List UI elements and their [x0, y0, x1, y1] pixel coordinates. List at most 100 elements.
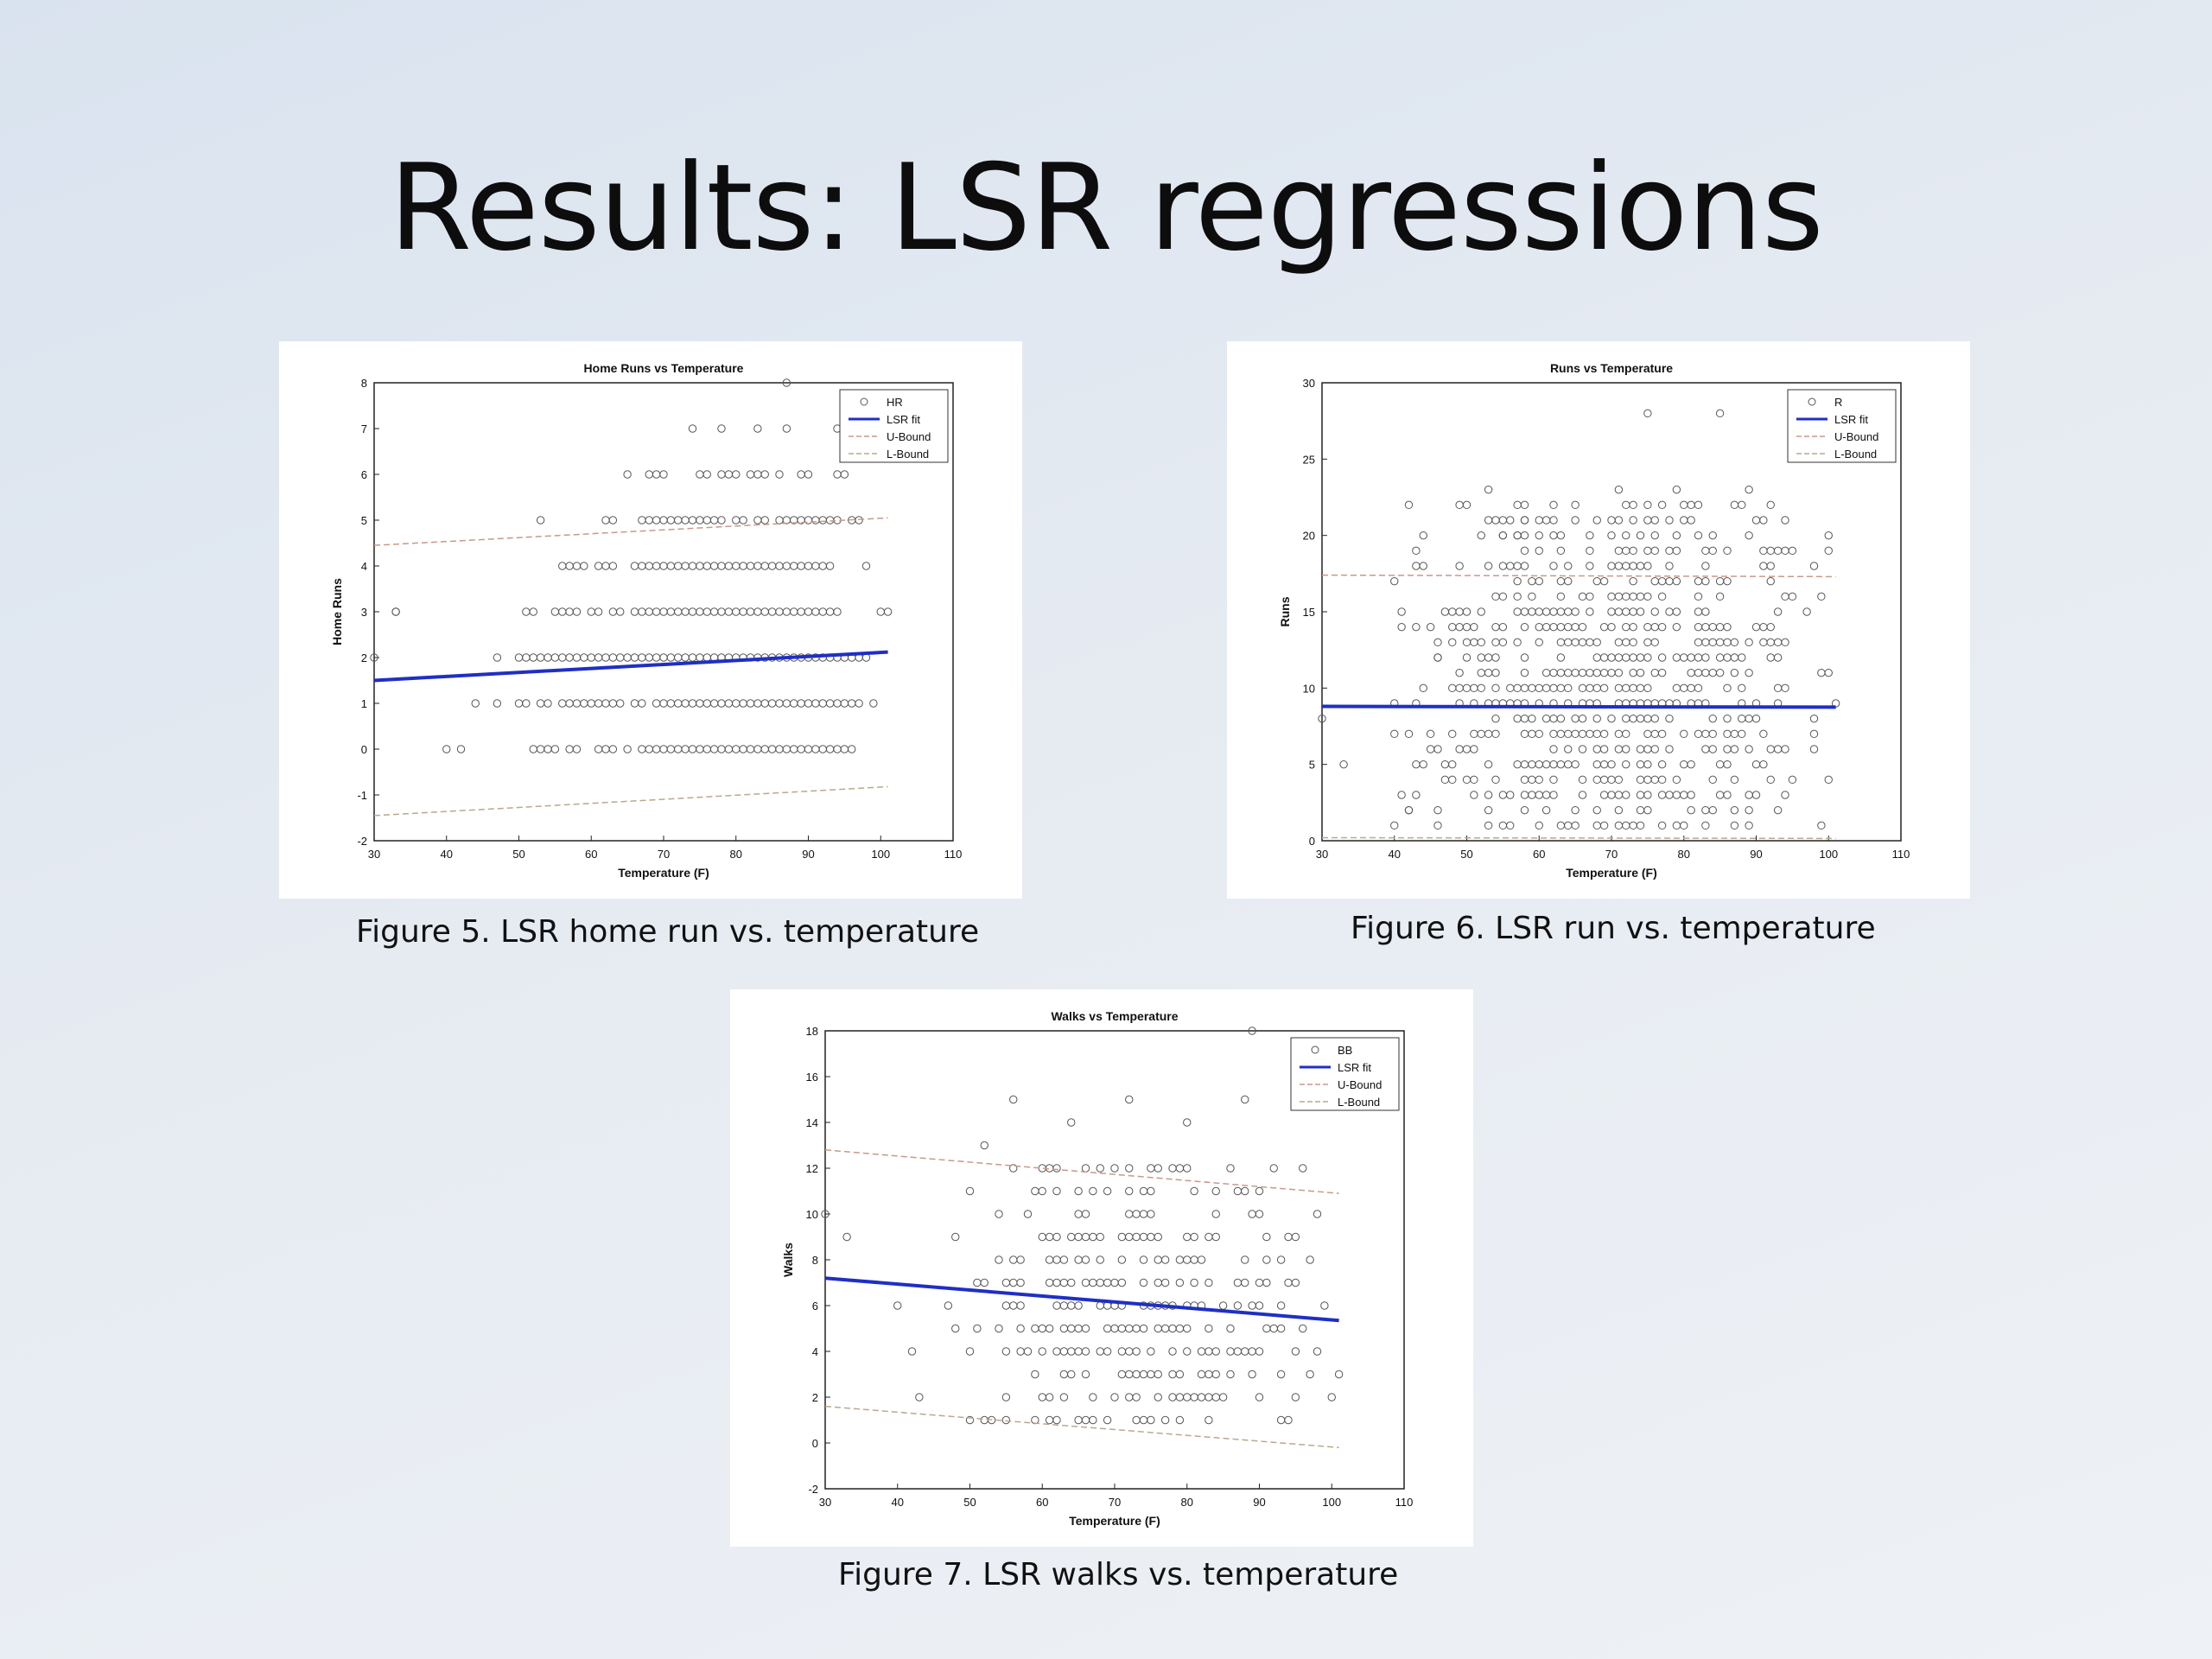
- data-point: [1520, 805, 1529, 815]
- data-point: [1599, 745, 1609, 753]
- data-point: [1622, 500, 1630, 510]
- data-point: [1081, 1324, 1090, 1333]
- data-point: [1680, 500, 1688, 510]
- data-point: [565, 562, 574, 570]
- data-point: [1440, 775, 1450, 785]
- data-point: [1211, 1393, 1220, 1402]
- x-tick-label: 80: [1678, 848, 1690, 861]
- data-point: [1520, 760, 1529, 769]
- data-point: [1708, 745, 1717, 753]
- data-point: [1498, 638, 1508, 647]
- data-point: [1096, 1232, 1104, 1242]
- x-tick-label: 80: [1181, 1496, 1193, 1509]
- data-point: [1001, 1278, 1011, 1287]
- data-point: [1096, 1164, 1104, 1173]
- data-point: [1723, 714, 1732, 723]
- data-point: [1059, 1255, 1069, 1264]
- data-point: [572, 653, 582, 662]
- data-point: [775, 745, 784, 753]
- data-point: [1074, 1255, 1083, 1264]
- data-point: [1622, 592, 1630, 601]
- y-tick-label: 2: [361, 652, 367, 664]
- data-point: [944, 1301, 953, 1310]
- data-point: [1052, 1347, 1061, 1356]
- data-point: [1824, 668, 1833, 677]
- x-tick-label: 100: [1322, 1496, 1341, 1509]
- data-point: [1730, 668, 1739, 677]
- data-point: [1520, 791, 1529, 799]
- data-point: [1738, 500, 1746, 510]
- data-point: [1773, 683, 1783, 693]
- data-point: [1650, 638, 1659, 647]
- data-point: [1549, 562, 1558, 570]
- data-point: [1643, 409, 1652, 418]
- data-point: [1528, 592, 1536, 601]
- data-point: [1657, 622, 1667, 632]
- data-point: [1541, 622, 1551, 632]
- data-point: [1643, 653, 1652, 662]
- data-point: [753, 562, 762, 570]
- data-point: [1694, 683, 1703, 693]
- data-point: [1484, 791, 1493, 799]
- data-point: [1390, 576, 1399, 586]
- data-point: [1629, 714, 1637, 723]
- data-point: [580, 562, 588, 570]
- data-point: [1788, 592, 1797, 601]
- data-point: [696, 745, 704, 753]
- data-point: [702, 470, 711, 479]
- data-point: [1484, 805, 1493, 815]
- data-point: [565, 745, 574, 753]
- data-point: [536, 516, 545, 524]
- data-point: [1643, 638, 1652, 647]
- data-point: [1074, 1210, 1083, 1218]
- data-point: [1766, 653, 1775, 662]
- lower-bound-line: [373, 785, 888, 817]
- x-tick-label: 100: [871, 848, 890, 861]
- data-point: [840, 699, 849, 708]
- data-point: [709, 607, 719, 616]
- data-point: [1809, 562, 1819, 570]
- data-point: [1809, 714, 1819, 723]
- data-point: [1665, 576, 1674, 586]
- data-point: [1211, 1370, 1220, 1379]
- data-point: [818, 607, 827, 616]
- data-point: [833, 745, 842, 753]
- data-point: [1248, 1027, 1256, 1035]
- data-point: [1067, 1232, 1076, 1242]
- data-point: [1607, 592, 1616, 601]
- data-point: [1412, 760, 1421, 769]
- data-point: [724, 745, 734, 753]
- data-point: [1708, 668, 1717, 677]
- figure-7-caption: Figure 7. LSR walks vs. temperature: [838, 1557, 1399, 1592]
- data-point: [1781, 638, 1789, 647]
- data-point: [821, 1210, 830, 1218]
- data-point: [1607, 622, 1616, 632]
- data-point: [1045, 1415, 1054, 1425]
- data-point: [1154, 1255, 1162, 1264]
- data-point: [811, 745, 820, 753]
- data-point: [696, 470, 704, 479]
- data-point: [1045, 1393, 1054, 1402]
- data-point: [1038, 1232, 1046, 1242]
- data-point: [1433, 805, 1442, 815]
- data-point: [1571, 821, 1580, 830]
- data-point: [674, 699, 683, 708]
- data-point: [1701, 745, 1710, 753]
- data-point: [1205, 1278, 1213, 1287]
- data-point: [1636, 775, 1645, 785]
- data-point: [1477, 729, 1485, 739]
- data-point: [1183, 1347, 1192, 1356]
- data-point: [1528, 607, 1536, 616]
- data-point: [1484, 562, 1493, 570]
- data-point: [775, 516, 784, 524]
- data-point: [1599, 791, 1609, 799]
- data-point: [1001, 1393, 1011, 1402]
- data-point: [709, 699, 719, 708]
- data-point: [688, 745, 697, 753]
- data-point: [1241, 1186, 1249, 1196]
- data-point: [608, 653, 618, 662]
- lsr-fit-line: [373, 650, 888, 683]
- data-point: [1089, 1186, 1097, 1196]
- data-point: [1564, 745, 1573, 753]
- data-point: [1636, 760, 1645, 769]
